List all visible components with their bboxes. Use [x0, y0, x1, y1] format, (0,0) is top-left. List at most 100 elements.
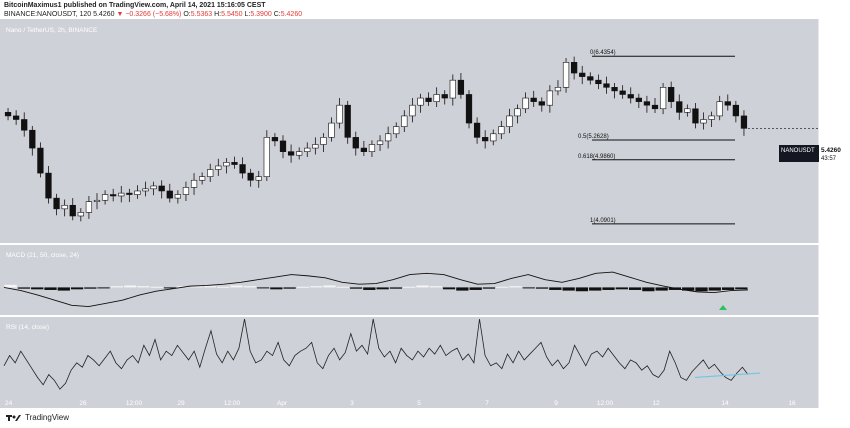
- candle-body: [651, 104, 659, 110]
- close-value: 5.4260: [280, 11, 303, 18]
- candle-body: [287, 151, 295, 156]
- macd-histogram-bar: [721, 287, 735, 290]
- x-tick-label: 9: [554, 400, 558, 407]
- macd-histogram-bar: [243, 286, 256, 288]
- close-label: C:: [273, 11, 281, 18]
- macd-histogram-bar: [323, 285, 336, 288]
- candle-body: [490, 133, 497, 142]
- candle-body: [142, 188, 149, 192]
- time-axis[interactable]: [0, 397, 819, 408]
- x-tick-label: 24: [5, 400, 13, 407]
- x-tick-label: 12:00: [126, 400, 143, 407]
- macd-histogram-bar: [456, 287, 469, 291]
- candle-body: [417, 97, 424, 106]
- macd-layer: 0.5000 0.0000: [3, 253, 842, 308]
- candles-layer: [4, 56, 819, 222]
- candle-body: [554, 87, 562, 92]
- x-tick-label: 12: [652, 400, 660, 407]
- price-tick-label: 6.5000: [823, 50, 842, 56]
- candle-body: [118, 192, 125, 197]
- candle-body: [279, 140, 287, 152]
- candle-body: [530, 97, 537, 102]
- candle-body: [190, 179, 198, 188]
- macd-histogram-bar: [442, 287, 456, 290]
- high-label: H:: [214, 11, 222, 18]
- change-value: ▼ −0.3266 (−5.68%): [116, 11, 182, 18]
- candle-body: [393, 126, 400, 135]
- tradingview-brand: TradingView: [25, 413, 70, 422]
- chart-area[interactable]: Nano / TetherUS, 2h, BINANCE MACD (21, 5…: [0, 19, 850, 412]
- chart-svg[interactable]: Nano / TetherUS, 2h, BINANCE MACD (21, 5…: [0, 19, 850, 412]
- macd-histogram-bar: [642, 287, 655, 292]
- candle-body: [29, 129, 36, 149]
- up-arrow-icon: [719, 305, 727, 310]
- low-value: 5.3900: [250, 11, 272, 18]
- macd-histogram-bar: [363, 287, 376, 290]
- candle-body: [4, 112, 12, 117]
- macd-histogram-bar: [336, 286, 349, 288]
- candle-body: [255, 176, 262, 181]
- macd-histogram-bar: [628, 287, 642, 290]
- candle-body: [619, 90, 626, 95]
- x-tick-label: 29: [177, 400, 185, 407]
- candle-body: [61, 204, 68, 210]
- macd-histogram-bar: [110, 286, 124, 288]
- rsi-line: [3, 318, 749, 390]
- macd-histogram-bar: [256, 287, 270, 289]
- candle-body: [611, 87, 618, 92]
- macd-histogram-bar: [575, 287, 589, 292]
- price-tick-label: 4.5000: [823, 193, 842, 199]
- candle-body: [166, 190, 173, 199]
- macd-histogram-bar: [57, 287, 70, 291]
- macd-histogram-bar: [655, 287, 668, 291]
- candle-body: [93, 199, 101, 202]
- macd-histogram-bar: [44, 287, 57, 290]
- macd-histogram-bar: [615, 287, 628, 290]
- last-price: 5.4260: [93, 11, 115, 18]
- price-tick-label: 6.0000: [823, 85, 842, 91]
- price-pane[interactable]: [0, 19, 819, 243]
- x-tick-label: 26: [79, 400, 87, 407]
- candle-body: [45, 172, 52, 199]
- candle-body: [77, 212, 84, 217]
- rsi-pane-title: RSI (14, close): [6, 324, 49, 331]
- candle-body: [473, 122, 481, 138]
- macd-histogram-bar: [203, 286, 217, 288]
- price-tick-label: 4.0000: [823, 228, 842, 234]
- candle-body: [376, 140, 384, 145]
- macd-histogram-bar: [389, 287, 403, 289]
- macd-histogram-bar: [682, 287, 695, 291]
- fib-levels-layer: 0(6.4354) 0.5(5.2628) 0.618(4.9860) 1(4.090…: [578, 50, 735, 225]
- low-label: L:: [244, 11, 251, 18]
- candle-body: [716, 101, 723, 117]
- rsi-pane[interactable]: [0, 317, 819, 397]
- publish-text: BitcoinMaximus1 published on TradingView…: [4, 2, 266, 9]
- candle-body: [587, 76, 594, 81]
- price-tick-label: 5.5000: [823, 121, 842, 127]
- candle-body: [457, 79, 465, 95]
- badge-symbol: NANOUSDT: [781, 148, 815, 154]
- candle-body: [101, 194, 109, 201]
- candle-body: [425, 97, 432, 102]
- price-axis: 4.0000 4.5000 5.0000 5.5000 6.0000 6.5000: [823, 50, 842, 235]
- candle-body: [562, 62, 570, 88]
- tradingview-logo-icon: [6, 414, 21, 421]
- candle-body: [352, 137, 359, 149]
- x-tick-label: 12:00: [597, 400, 614, 407]
- macd-histogram-bar: [230, 285, 243, 288]
- macd-histogram-bar: [509, 286, 522, 288]
- rsi-tick-label: 40.00: [823, 375, 839, 381]
- fib-label: 0(6.4354): [590, 50, 616, 56]
- macd-pane[interactable]: [0, 245, 819, 315]
- macd-histogram-bar: [124, 285, 137, 288]
- candle-body: [724, 101, 731, 106]
- candle-body: [635, 97, 642, 102]
- ohlc-header: BINANCE:NANOUSDT, 120 5.4260 ▼ −0.3266 (…: [4, 11, 302, 18]
- candle-body: [401, 115, 408, 127]
- candle-body: [296, 151, 303, 156]
- candle-body: [546, 90, 553, 106]
- candle-body: [336, 104, 343, 124]
- candle-body: [360, 147, 367, 152]
- candle-body: [13, 115, 20, 120]
- candle-body: [603, 83, 610, 88]
